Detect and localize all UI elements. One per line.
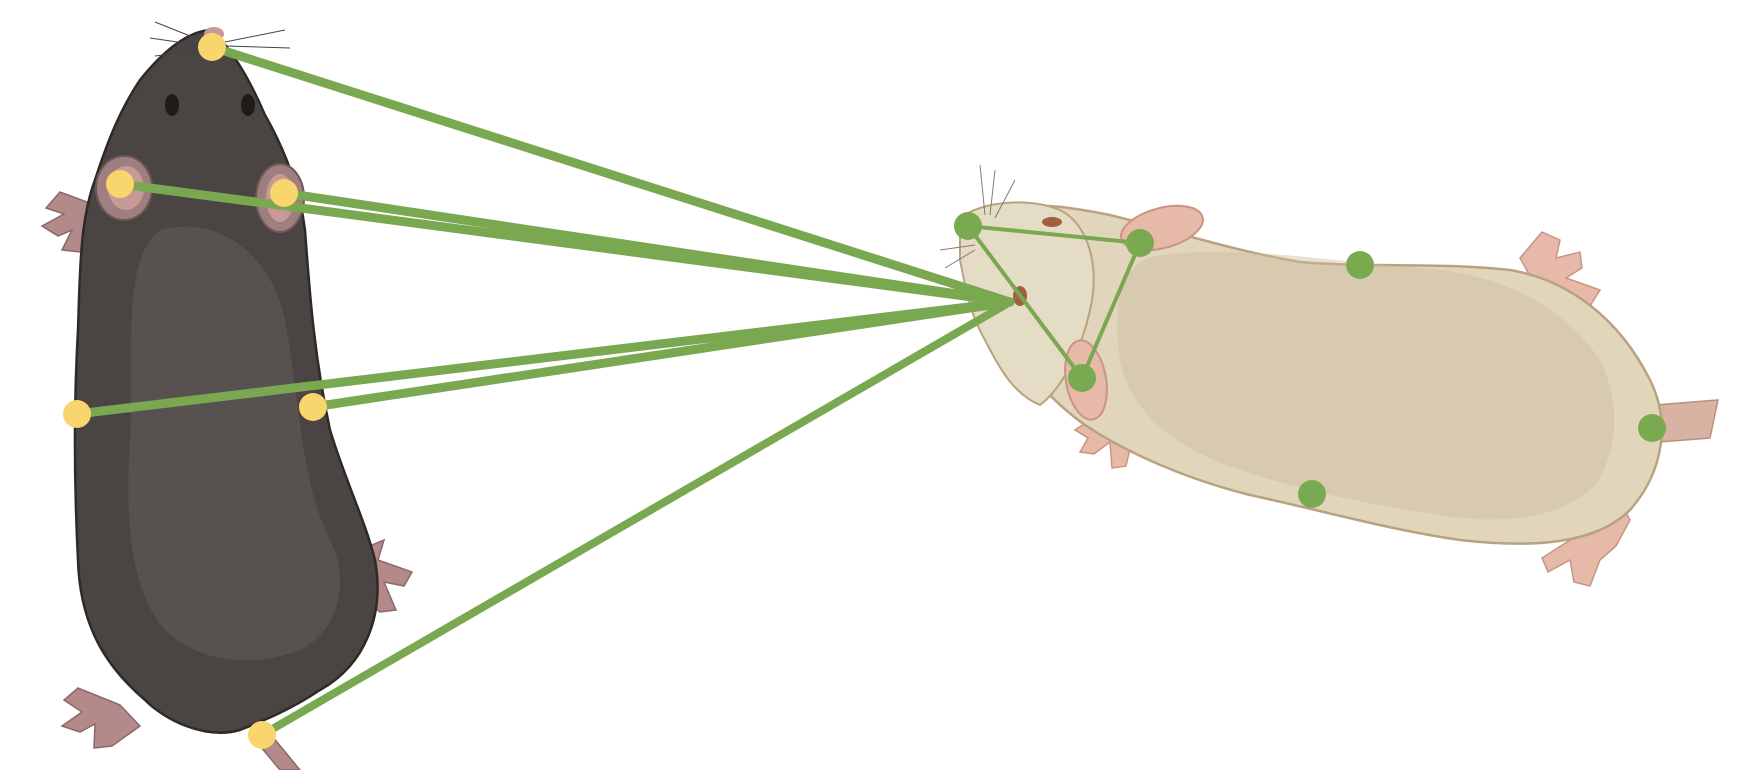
keypoint-nose: [954, 212, 982, 240]
keypoint-right-side: [1298, 480, 1326, 508]
light-mouse-body-shade: [1117, 251, 1615, 520]
keypoint-tail-base: [1638, 414, 1666, 442]
keypoint-right-ear: [270, 179, 298, 207]
keypoint-nose: [198, 33, 226, 61]
light-mouse-tail: [1654, 399, 1719, 443]
connection-line: [258, 298, 1014, 739]
light-mouse-body: [981, 204, 1663, 545]
light-mouse: [939, 164, 1719, 587]
keypoint-right-ear: [1068, 364, 1096, 392]
dark-mouse: [40, 21, 414, 770]
light-mouse-whiskers: [939, 164, 1016, 269]
keypoint-right-side: [299, 393, 327, 421]
skeleton-line: [966, 224, 1084, 380]
connection-line: [308, 297, 1015, 412]
dark-mouse-eyes: [165, 94, 255, 116]
connection-line: [279, 188, 1015, 307]
keypoint-connections: [72, 42, 1142, 739]
dark-mouse-back-highlight: [128, 226, 340, 661]
light-mouse-keypoints: [954, 212, 1666, 508]
keypoint-left-ear: [106, 170, 134, 198]
connection-line: [207, 42, 1015, 307]
keypoint-left-ear: [1126, 229, 1154, 257]
skeleton-line: [1080, 241, 1142, 380]
skeleton-line: [966, 224, 1142, 245]
keypoint-tail-base: [248, 721, 276, 749]
keypoint-left-side: [63, 400, 91, 428]
connection-line: [72, 297, 1015, 419]
keypoint-left-side: [1346, 251, 1374, 279]
dark-mouse-keypoints: [63, 33, 327, 749]
